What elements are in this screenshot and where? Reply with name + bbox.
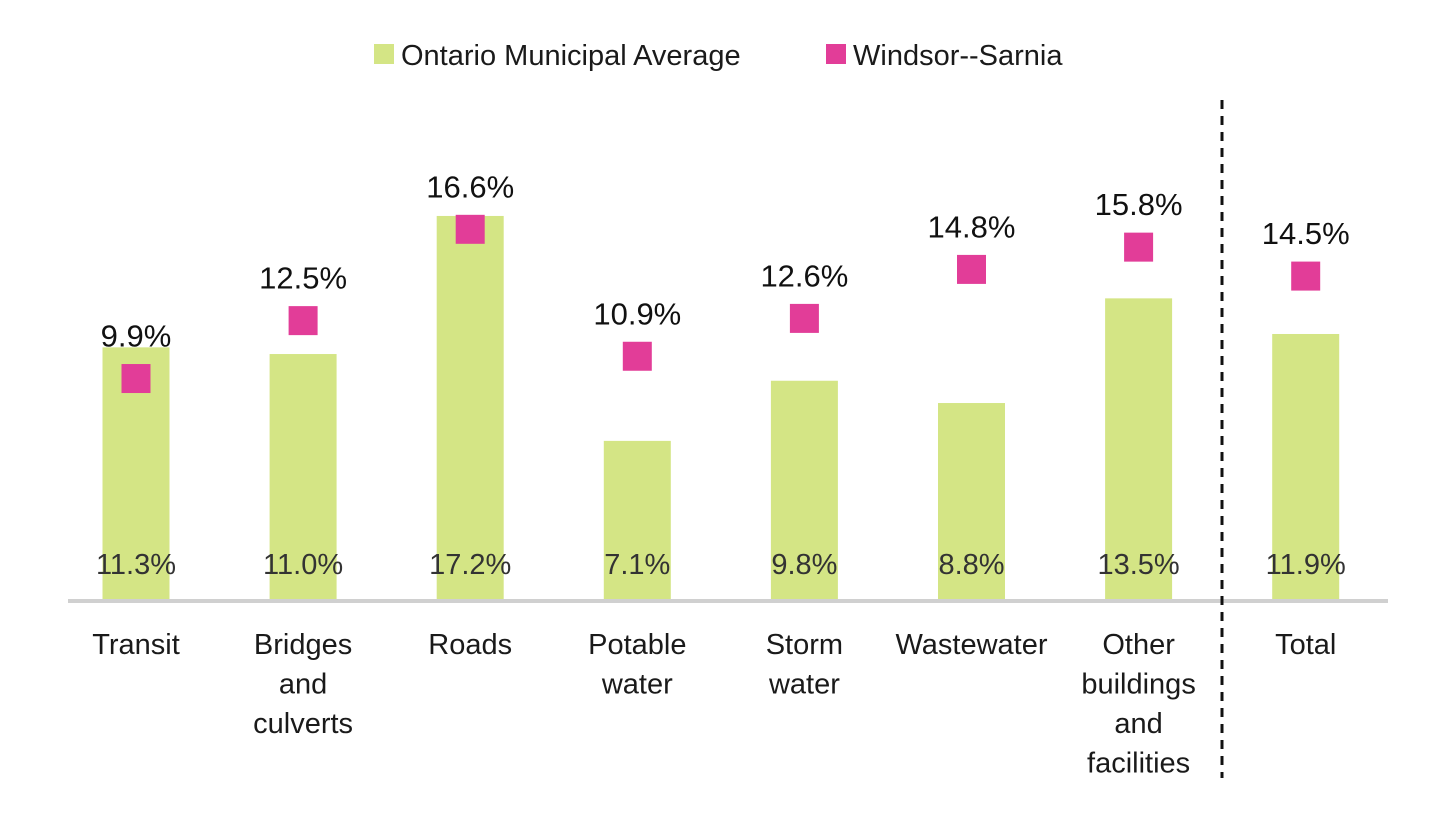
category-label: buildings: [1081, 669, 1195, 701]
category-labels-group: Transit Bridges and culverts Roads Potable wat…: [92, 629, 1336, 780]
marker-value-label: 16.6%: [426, 169, 514, 204]
category-label: and: [279, 669, 327, 701]
marker-windsor-sarnia: [789, 303, 819, 333]
category-label: water: [768, 669, 840, 701]
legend-label-ontario: Ontario Municipal Average: [401, 40, 741, 72]
bar-ontario: [1105, 298, 1173, 599]
marker-value-label: 12.5%: [259, 261, 347, 296]
category-label: Potable: [588, 629, 686, 661]
marker-windsor-sarnia: [957, 254, 986, 284]
category-label: culverts: [253, 708, 353, 740]
bar-value-label: 11.9%: [1266, 549, 1346, 581]
bar-value-label: 8.8%: [938, 549, 1004, 581]
legend-swatch-ontario: [374, 44, 394, 64]
bar-value-label: 11.3%: [96, 549, 176, 581]
bar-value-label: 17.2%: [429, 549, 511, 581]
category-label: Wastewater: [895, 629, 1047, 661]
category-label: water: [601, 669, 673, 701]
category-label: Total: [1275, 629, 1336, 661]
bar-ontario: [436, 215, 504, 599]
category-label: Roads: [428, 629, 512, 661]
marker-value-label: 14.8%: [928, 209, 1016, 244]
bar-ontario: [603, 440, 671, 599]
marker-windsor-sarnia: [455, 214, 485, 244]
marker-value-label: 9.9%: [101, 319, 172, 354]
legend-label-windsor-sarnia: Windsor--Sarnia: [853, 40, 1063, 72]
marker-value-label: 10.9%: [593, 296, 681, 331]
labels-group: 9.9% 11.3% 12.5% 11.0% 16.6% 17.2% 10.9% 7.1% 12…: [96, 169, 1350, 581]
marker-value-label: 14.5%: [1262, 216, 1350, 251]
bar-value-label: 11.0%: [263, 549, 343, 581]
category-label: Other: [1102, 629, 1175, 661]
marker-value-label: 12.6%: [760, 258, 848, 293]
bar-ontario: [938, 403, 1005, 599]
marker-windsor-sarnia: [121, 364, 151, 394]
bar-value-label: 9.8%: [771, 549, 837, 581]
bar-ontario: [269, 354, 337, 599]
bars-group: [102, 215, 1340, 599]
category-label: facilities: [1087, 748, 1190, 780]
legend: Ontario Municipal Average Windsor--Sarnia: [374, 40, 1063, 72]
marker-windsor-sarnia: [1291, 261, 1321, 291]
bar-ontario: [770, 380, 838, 599]
legend-swatch-windsor-sarnia: [826, 44, 846, 64]
bar-value-label: 7.1%: [604, 549, 670, 581]
bar-value-label: 13.5%: [1097, 549, 1179, 581]
marker-windsor-sarnia: [288, 306, 318, 336]
marker-windsor-sarnia: [622, 341, 652, 371]
category-label: and: [1114, 708, 1162, 740]
bar-ontario: [1272, 333, 1340, 599]
category-label: Transit: [92, 629, 180, 661]
markers-group: [121, 214, 1321, 394]
category-label: Storm: [766, 629, 843, 661]
marker-windsor-sarnia: [1124, 232, 1154, 262]
marker-value-label: 15.8%: [1095, 187, 1183, 222]
category-label: Bridges: [254, 629, 352, 661]
